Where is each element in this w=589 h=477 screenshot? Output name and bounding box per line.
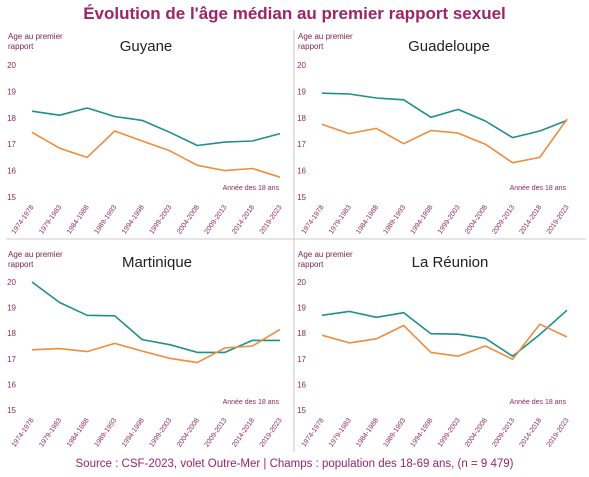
- x-tick-label: 2004-2008: [464, 417, 489, 449]
- series-line-a: [321, 309, 568, 358]
- x-tick-label: 2009-2013: [204, 417, 229, 449]
- y-axis-label-line2: rapport: [298, 42, 324, 51]
- y-axis-label-line1: Age au premier: [8, 250, 63, 259]
- y-tick-label: 20: [7, 61, 16, 70]
- x-tick-label: 1984-1988: [355, 417, 380, 449]
- x-tick-label: 1999-2003: [148, 417, 173, 449]
- y-tick-label: 18: [297, 114, 306, 123]
- x-tick-label: 2014-2018: [231, 417, 256, 449]
- chart-title: La Réunion: [412, 254, 489, 271]
- y-tick-label: 18: [7, 114, 16, 123]
- x-tick-label: 1974-1978: [301, 417, 326, 449]
- x-tick-label: 2004-2008: [464, 204, 489, 236]
- y-axis-label-line2: rapport: [298, 260, 324, 269]
- y-tick-label: 15: [7, 193, 16, 202]
- x-tick-label: 2019-2023: [546, 204, 571, 236]
- y-tick-label: 16: [7, 380, 16, 389]
- x-tick-label: 1999-2003: [437, 204, 462, 236]
- y-axis-label-line2: rapport: [8, 260, 34, 269]
- y-tick-label: 15: [297, 406, 306, 415]
- main-title: Évolution de l'âge médian au premier rap…: [83, 4, 506, 23]
- series-line-b: [321, 323, 568, 361]
- x-tick-label: 1994-1998: [410, 417, 435, 449]
- x-tick-label: 1994-1998: [121, 417, 146, 449]
- x-tick-label: 2014-2018: [518, 417, 543, 449]
- series-line-a: [321, 92, 568, 139]
- x-tick-label: 1994-1998: [410, 204, 435, 236]
- y-tick-label: 19: [7, 304, 16, 313]
- x-tick-label: 1974-1978: [11, 204, 36, 236]
- x-tick-label: 2009-2013: [491, 417, 516, 449]
- y-tick-label: 18: [297, 329, 306, 338]
- chart-title: Guyane: [120, 38, 173, 55]
- chart-title: Guadeloupe: [408, 38, 490, 55]
- series-line-b: [321, 118, 568, 164]
- x-tick-label: 1984-1988: [66, 204, 91, 236]
- y-tick-label: 19: [7, 87, 16, 96]
- y-tick-label: 17: [7, 140, 16, 149]
- series-line-b: [31, 130, 281, 178]
- x-axis-note: Année des 18 ans: [510, 185, 567, 192]
- y-tick-label: 20: [7, 278, 16, 287]
- x-tick-label: 1979-1983: [38, 204, 63, 236]
- series-line-b: [31, 328, 281, 364]
- y-tick-label: 15: [297, 193, 306, 202]
- y-tick-label: 18: [7, 329, 16, 338]
- x-tick-label: 2019-2023: [259, 204, 284, 236]
- series-line-a: [31, 281, 280, 354]
- y-axis-label-line1: Age au premier: [298, 250, 353, 259]
- y-tick-label: 17: [7, 355, 16, 364]
- source-note: Source : CSF-2023, volet Outre-Mer | Cha…: [75, 458, 514, 470]
- x-tick-label: 2019-2023: [259, 417, 284, 449]
- x-tick-label: 1989-1993: [93, 204, 118, 236]
- x-tick-label: 1984-1988: [66, 417, 91, 449]
- x-tick-label: 1989-1993: [93, 417, 118, 449]
- x-tick-label: 2014-2018: [231, 204, 256, 236]
- x-tick-label: 2009-2013: [491, 204, 516, 236]
- x-tick-label: 2014-2018: [518, 204, 543, 236]
- y-tick-label: 15: [7, 406, 16, 415]
- x-axis-note: Année des 18 ans: [510, 399, 567, 406]
- y-tick-label: 20: [297, 61, 306, 70]
- y-tick-label: 20: [297, 278, 306, 287]
- x-tick-label: 1979-1983: [328, 417, 353, 449]
- x-tick-label: 1989-1993: [382, 204, 407, 236]
- y-tick-label: 16: [297, 380, 306, 389]
- y-tick-label: 17: [297, 355, 306, 364]
- series-line-a: [31, 107, 281, 147]
- x-tick-label: 1979-1983: [38, 417, 63, 449]
- x-tick-label: 2009-2013: [204, 204, 229, 236]
- x-tick-label: 2004-2008: [176, 417, 201, 449]
- x-axis-note: Année des 18 ans: [223, 185, 280, 192]
- y-axis-label-line2: rapport: [8, 42, 34, 51]
- y-tick-label: 16: [7, 167, 16, 176]
- y-tick-label: 17: [297, 140, 306, 149]
- x-tick-label: 1994-1998: [121, 204, 146, 236]
- x-tick-label: 1974-1978: [301, 204, 326, 236]
- x-tick-label: 1989-1993: [382, 417, 407, 449]
- chart-title: Martinique: [122, 254, 192, 271]
- x-axis-note: Année des 18 ans: [223, 399, 280, 406]
- x-tick-label: 1999-2003: [437, 417, 462, 449]
- x-tick-label: 1974-1978: [11, 417, 36, 449]
- y-tick-label: 16: [297, 167, 306, 176]
- y-axis-label-line1: Age au premier: [8, 32, 63, 41]
- x-tick-label: 2019-2023: [546, 417, 571, 449]
- x-tick-label: 1979-1983: [328, 204, 353, 236]
- y-tick-label: 19: [297, 87, 306, 96]
- x-tick-label: 1999-2003: [148, 204, 173, 236]
- y-axis-label-line1: Age au premier: [298, 32, 353, 41]
- x-tick-label: 2004-2008: [176, 204, 201, 236]
- y-tick-label: 19: [297, 304, 306, 313]
- x-tick-label: 1984-1988: [355, 204, 380, 236]
